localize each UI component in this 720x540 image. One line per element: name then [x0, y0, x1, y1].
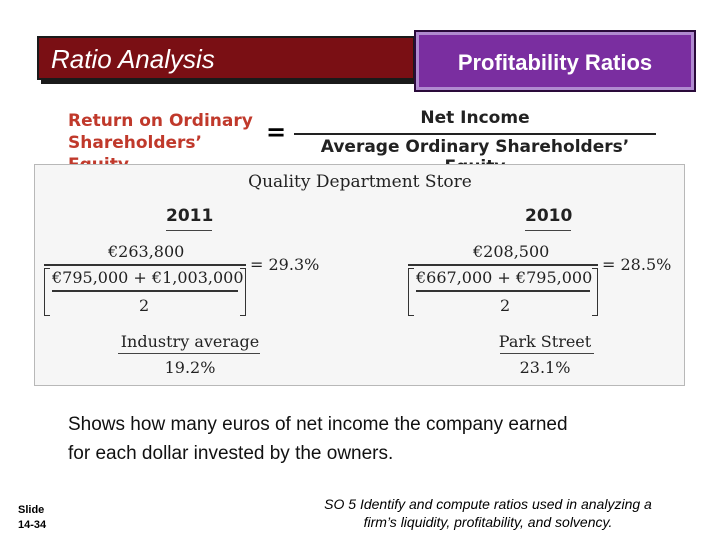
formula-numerator: Net Income	[420, 108, 530, 128]
year-2011-denominator: €795,000 + €1,003,000	[52, 268, 244, 287]
ratio-description-line1: Shows how many euros of net income the c…	[68, 414, 568, 435]
year-2010-result: = 28.5%	[602, 255, 672, 274]
slide-number: Slide 14-34	[18, 503, 46, 533]
year-2010-underline	[525, 230, 571, 231]
year-2010-bracket-left	[408, 268, 414, 316]
year-2011-fraction-line	[44, 264, 246, 266]
formula-divider	[294, 133, 656, 135]
formula-equals: =	[266, 118, 287, 146]
section-title-banner: Ratio Analysis	[37, 36, 415, 80]
section-title: Ratio Analysis	[51, 44, 215, 74]
year-2011-benchmark-label: Industry average	[120, 332, 260, 351]
company-name: Quality Department Store	[248, 172, 472, 192]
study-objective-line1: SO 5 Identify and compute ratios used in…	[324, 496, 652, 512]
year-2011-numerator: €263,800	[108, 242, 185, 261]
year-2010-inner-line	[416, 290, 590, 292]
topic-title-banner: Profitability Ratios	[414, 30, 696, 92]
ratio-description-line2: for each dollar invested by the owners.	[68, 443, 394, 464]
year-2011-bracket-left	[44, 268, 50, 316]
year-2011-label: 2011	[166, 206, 214, 226]
year-2011-inner-line	[52, 290, 238, 292]
ratio-description: Shows how many euros of net income the c…	[68, 410, 688, 468]
study-objective-line2: firm’s liquidity, profitability, and sol…	[363, 514, 613, 530]
year-2011-benchmark-value: 19.2%	[164, 358, 216, 377]
slide-label: Slide	[18, 504, 45, 516]
year-2011-bracket-right	[240, 268, 246, 316]
study-objective: SO 5 Identify and compute ratios used in…	[280, 495, 696, 531]
year-2010-benchmark-value: 23.1%	[519, 358, 571, 377]
year-2011-underline	[166, 230, 212, 231]
topic-title: Profitability Ratios	[457, 50, 653, 75]
year-2010-benchmark-label: Park Street	[498, 332, 592, 351]
year-2010-fraction-line	[408, 264, 598, 266]
year-2010-label: 2010	[525, 206, 573, 226]
year-2011-result: = 29.3%	[250, 255, 320, 274]
example-panel	[34, 164, 685, 386]
year-2011-divisor: 2	[139, 296, 150, 315]
year-2010-divisor: 2	[500, 296, 511, 315]
year-2010-numerator: €208,500	[473, 242, 550, 261]
year-2010-bracket-right	[592, 268, 598, 316]
year-2010-benchmark-line	[500, 353, 594, 354]
year-2011-benchmark-line	[118, 353, 260, 354]
ratio-name-line1: Return on Ordinary	[68, 111, 253, 131]
year-2010-denominator: €667,000 + €795,000	[416, 268, 593, 287]
slide-number-value: 14-34	[18, 519, 47, 531]
